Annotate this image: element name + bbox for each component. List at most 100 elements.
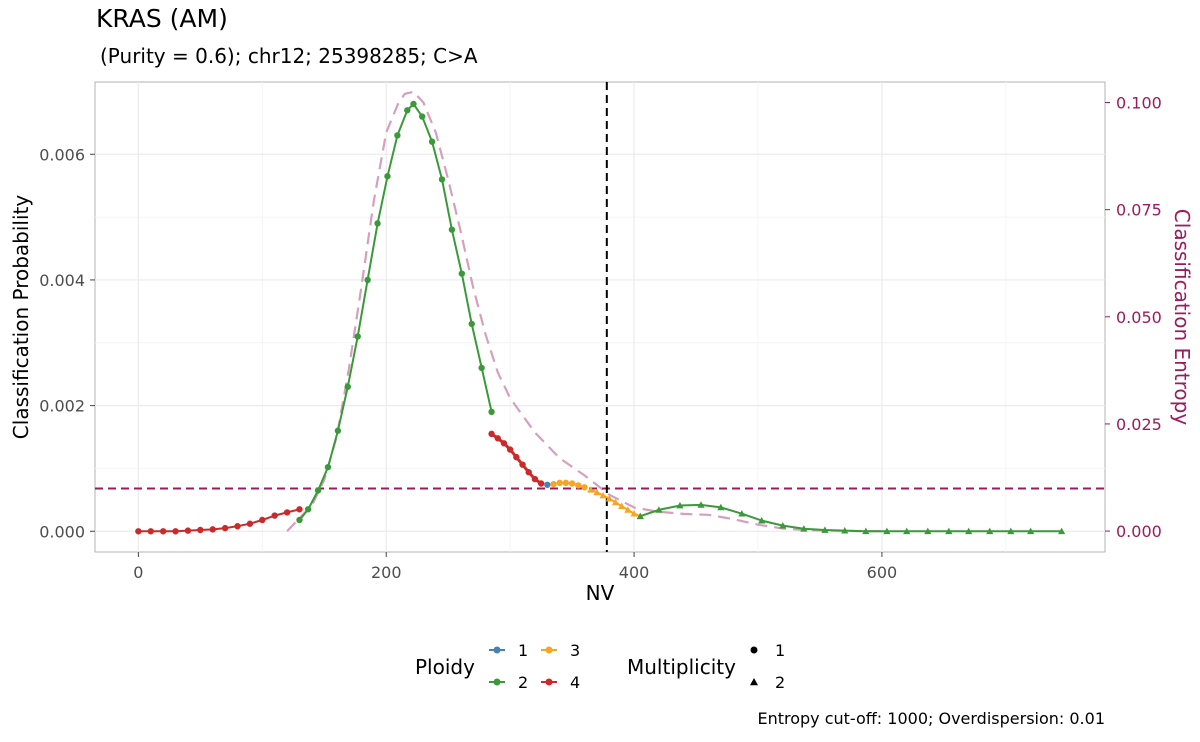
data-point-triangle xyxy=(945,527,953,535)
y2-tick-label: 0.075 xyxy=(1116,201,1162,220)
data-point-circle xyxy=(494,435,501,442)
legend-key-point-ploidy-2 xyxy=(493,678,501,686)
y-tick-label: 0.000 xyxy=(39,522,85,541)
x-tick-label: 200 xyxy=(371,563,402,582)
data-point-circle xyxy=(246,520,254,527)
data-point-triangle xyxy=(605,494,613,502)
y-tick-label: 0.002 xyxy=(39,397,85,416)
legend-label-multiplicity-2: 2 xyxy=(775,673,786,692)
data-point-circle xyxy=(197,526,204,534)
data-point-triangle xyxy=(599,491,607,499)
data-point-circle xyxy=(304,506,312,513)
data-point-circle xyxy=(544,481,551,488)
data-point-triangle xyxy=(903,527,911,535)
y2-tick-label: 0.050 xyxy=(1116,308,1162,327)
data-point-triangle xyxy=(924,527,932,535)
data-point-circle xyxy=(354,333,361,340)
data-point-triangle xyxy=(800,525,808,532)
data-point-circle xyxy=(428,138,436,145)
data-point-circle xyxy=(394,132,401,139)
data-point-circle xyxy=(438,176,446,183)
chart-title: KRAS (AM) xyxy=(96,4,228,33)
legend-key-point-ploidy-4 xyxy=(545,678,553,686)
y-tick-label: 0.006 xyxy=(39,145,85,164)
x-tick-label: 600 xyxy=(867,563,898,582)
data-point-circle xyxy=(488,408,495,416)
data-point-circle xyxy=(568,480,576,487)
plot-panel xyxy=(94,81,1106,553)
legend-key-point-ploidy-1 xyxy=(493,646,501,654)
data-point-circle xyxy=(209,526,216,533)
chart-caption: Entropy cut-off: 1000; Overdispersion: 0… xyxy=(757,709,1105,728)
data-point-circle xyxy=(259,516,266,524)
legend-key-circle xyxy=(750,646,758,654)
data-point-circle xyxy=(404,107,411,114)
data-point-triangle xyxy=(611,498,620,506)
data-point-triangle xyxy=(1058,527,1066,535)
data-point-circle xyxy=(334,427,342,434)
data-point-circle xyxy=(221,524,229,532)
x-tick-label: 0 xyxy=(133,563,143,582)
data-point-circle xyxy=(448,226,456,233)
data-point-triangle xyxy=(841,527,849,534)
legend-key-point-ploidy-3 xyxy=(545,646,553,654)
data-point-circle xyxy=(344,383,352,390)
legend-label-ploidy-3: 3 xyxy=(570,641,581,660)
data-point-triangle xyxy=(738,510,746,517)
data-point-circle xyxy=(159,528,167,535)
legend-label-multiplicity-1: 1 xyxy=(775,641,786,660)
y2-tick-label: 0.025 xyxy=(1116,415,1162,434)
data-point-triangle xyxy=(697,501,705,508)
data-point-circle xyxy=(410,100,417,108)
chart-subtitle: (Purity = 0.6); chr12; 25398285; C>A xyxy=(100,44,478,68)
data-point-triangle xyxy=(758,516,766,524)
data-point-circle xyxy=(556,479,563,487)
data-point-circle xyxy=(384,173,391,180)
entropy-curve xyxy=(286,90,882,533)
data-point-circle xyxy=(283,509,291,516)
y-tick-label: 0.004 xyxy=(39,271,85,290)
data-point-circle xyxy=(581,484,588,491)
legend-title-ploidy: Ploidy xyxy=(415,655,475,679)
data-point-circle xyxy=(531,475,539,483)
data-point-circle xyxy=(364,276,371,284)
legend-label-ploidy-4: 4 xyxy=(570,673,581,692)
x-tick-label: 400 xyxy=(619,563,650,582)
data-point-triangle xyxy=(862,527,870,535)
x-axis-title: NV xyxy=(586,581,615,605)
data-point-circle xyxy=(478,364,485,372)
data-point-triangle xyxy=(618,502,626,510)
data-point-triangle xyxy=(779,522,787,529)
legend-key-triangle xyxy=(750,678,758,686)
data-point-circle xyxy=(525,469,532,476)
data-point-circle xyxy=(324,463,332,471)
data-point-circle xyxy=(513,453,520,461)
data-point-circle xyxy=(135,528,142,535)
data-point-circle xyxy=(488,430,495,438)
data-point-circle xyxy=(537,480,545,487)
data-point-circle xyxy=(519,461,526,468)
data-point-circle xyxy=(314,487,322,494)
data-point-triangle xyxy=(587,486,595,493)
data-point-triangle xyxy=(676,501,684,509)
data-point-triangle xyxy=(593,488,601,496)
data-point-circle xyxy=(506,446,514,453)
data-point-triangle xyxy=(986,527,994,535)
legend-label-ploidy-1: 1 xyxy=(518,641,529,660)
data-point-circle xyxy=(468,320,475,328)
y2-tick-label: 0.100 xyxy=(1116,93,1162,112)
data-point-circle xyxy=(271,512,278,519)
data-point-circle xyxy=(418,113,426,120)
data-point-circle xyxy=(550,480,557,488)
data-point-circle xyxy=(234,523,241,530)
data-point-circle xyxy=(296,506,303,513)
data-point-triangle xyxy=(821,526,829,533)
data-point-triangle xyxy=(1007,527,1015,535)
data-point-circle xyxy=(374,220,381,227)
legend-label-ploidy-2: 2 xyxy=(518,673,529,692)
data-point-triangle xyxy=(636,512,644,520)
data-point-triangle xyxy=(630,510,638,517)
data-point-circle xyxy=(296,516,303,524)
data-point-circle xyxy=(500,440,508,447)
